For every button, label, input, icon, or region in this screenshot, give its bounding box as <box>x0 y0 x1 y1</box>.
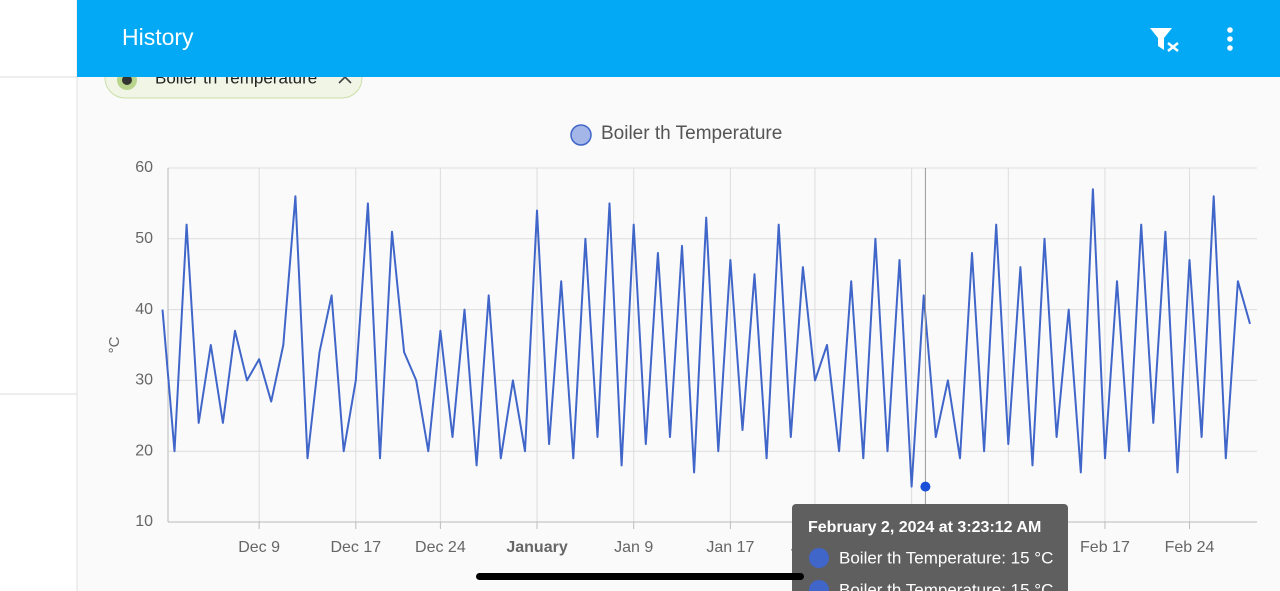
chip-icon <box>122 75 132 85</box>
tooltip-row: Boiler th Temperature: 15 °C <box>839 580 1053 591</box>
menu-button[interactable] <box>1227 27 1233 51</box>
x-tick-label: Feb 24 <box>1165 539 1215 556</box>
tooltip-swatch <box>809 548 829 568</box>
sidebar <box>0 0 77 591</box>
chart: 10 20 30 40 50 60 Dec 9 Dec 17 Dec 24 January Jan … <box>106 123 1257 556</box>
app-header <box>77 0 1280 77</box>
dot <box>1227 45 1233 51</box>
x-tick-label: Feb 17 <box>1080 539 1130 556</box>
x-tick-label: Jan 17 <box>706 539 754 556</box>
tooltip-row: Boiler th Temperature: 15 °C <box>839 548 1053 567</box>
x-tick-label: Dec 17 <box>330 539 381 556</box>
legend-label: Boiler th Temperature <box>601 123 782 144</box>
y-tick-label: 60 <box>135 159 153 176</box>
x-tick-label: Dec 24 <box>415 539 466 556</box>
y-tick-label: 30 <box>135 372 153 389</box>
tooltip-bg <box>792 504 1068 591</box>
data-line <box>161 188 1251 488</box>
tooltip: February 2, 2024 at 3:23:12 AM Boiler th… <box>792 504 1068 591</box>
dot <box>1227 36 1233 42</box>
highlight-point <box>920 481 931 492</box>
tooltip-title: February 2, 2024 at 3:23:12 AM <box>808 519 1041 536</box>
header-title: History <box>122 24 194 50</box>
x-tick-label: Dec 9 <box>238 539 280 556</box>
dot <box>1227 27 1233 33</box>
y-axis-label: °C <box>106 336 123 353</box>
x-icon <box>1167 42 1179 52</box>
x-tick-label: Jan 9 <box>614 539 653 556</box>
filter-icon <box>1150 28 1172 50</box>
y-tick-label: 40 <box>135 301 153 318</box>
clear-filter-button[interactable] <box>1150 28 1179 52</box>
y-tick-label: 10 <box>135 513 153 530</box>
home-indicator <box>476 573 804 580</box>
y-tick-label: 20 <box>135 442 153 459</box>
tooltip-swatch <box>809 580 829 591</box>
x-tick-label: January <box>506 539 567 556</box>
y-tick-label: 50 <box>135 230 153 247</box>
legend-swatch <box>570 124 592 146</box>
